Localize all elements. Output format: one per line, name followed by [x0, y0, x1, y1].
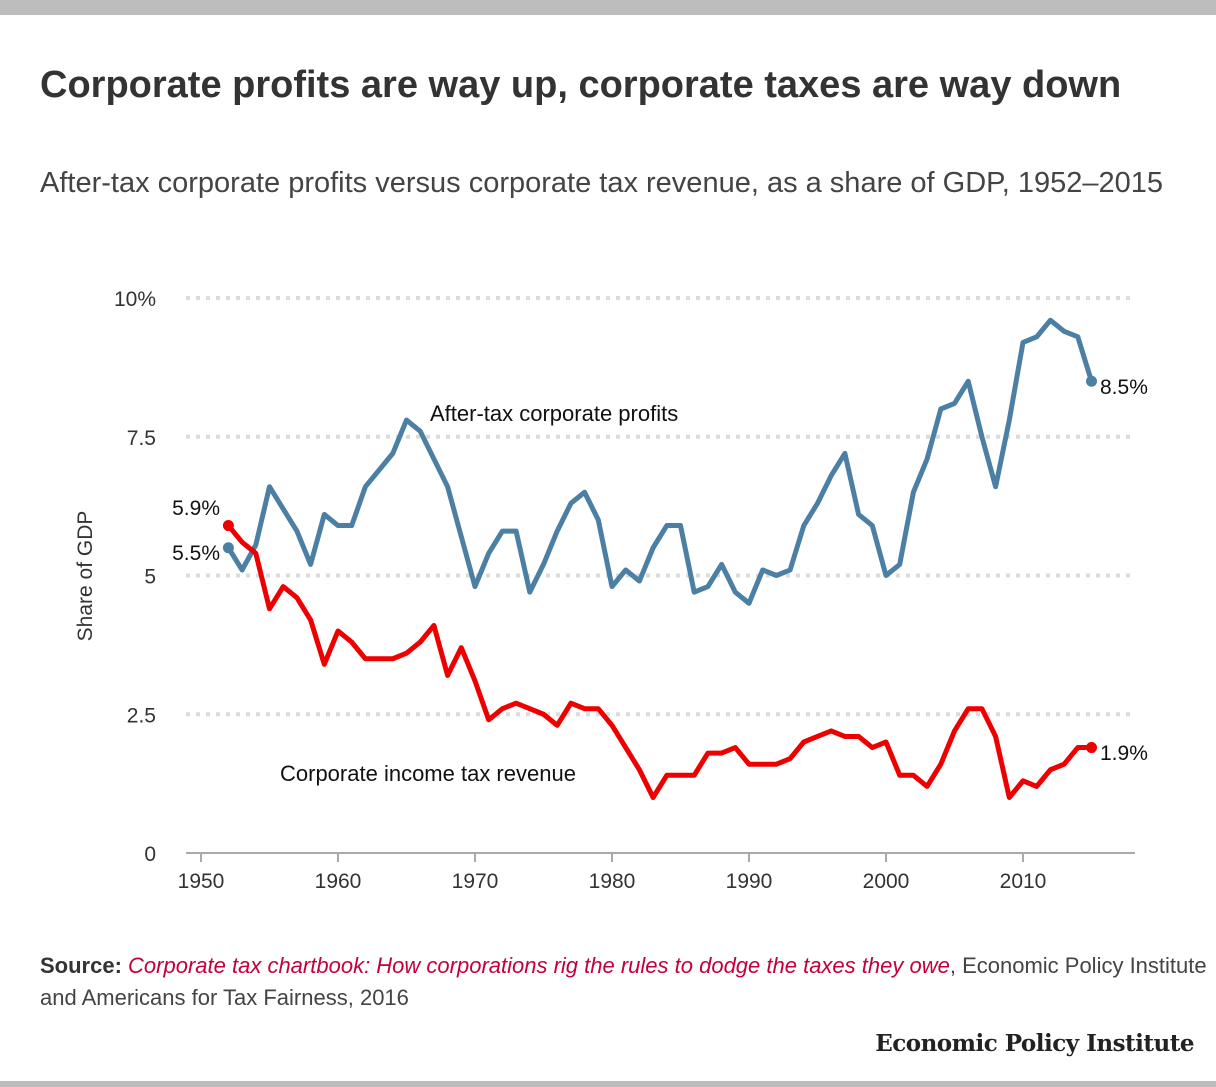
x-tick-label: 1950: [178, 870, 225, 893]
series-line-1: [225, 523, 1094, 800]
y-tick-label: 7.5: [127, 427, 156, 450]
series-start-point: [222, 542, 234, 554]
series-end-point: [1086, 375, 1097, 387]
x-tick-label: 1990: [726, 870, 773, 893]
source-link[interactable]: Corporate tax chartbook: How corporation…: [128, 953, 950, 978]
series-name-label: After-tax corporate profits: [430, 401, 678, 426]
series-start-label: 5.5%: [172, 542, 220, 565]
y-axis-label: Share of GDP: [74, 511, 97, 642]
series-end-label: 1.9%: [1100, 742, 1148, 765]
x-tick-label: 1960: [315, 870, 362, 893]
bottom-bar: [0, 1081, 1216, 1087]
series-start-label: 5.9%: [172, 497, 220, 520]
x-tick-label: 2000: [863, 870, 910, 893]
source-note: Source: Corporate tax chartbook: How cor…: [40, 950, 1216, 1014]
chart-title: Corporate profits are way up, corporate …: [40, 64, 1122, 106]
y-tick-label: 0: [144, 843, 156, 866]
series-line-0: [225, 317, 1094, 606]
series-end-label: 8.5%: [1100, 376, 1148, 399]
source-label: Source:: [40, 953, 122, 978]
series-start-point: [222, 520, 234, 532]
chart-subtitle: After-tax corporate profits versus corpo…: [40, 167, 1164, 199]
series-name-label: Corporate income tax revenue: [280, 761, 576, 786]
y-tick-label: 10%: [114, 288, 156, 311]
line-chart: 0 2.5 5 7.5 10% 1950 1960 1970 1980 1990 2000 2010 S…: [74, 288, 1148, 893]
y-tick-label: 2.5: [127, 704, 156, 727]
source-rest: , Economic Policy Institute and American…: [40, 953, 1207, 1010]
top-bar: [0, 0, 1216, 15]
x-tick-label: 1970: [452, 870, 499, 893]
series-end-point: [1086, 742, 1097, 754]
epi-logo: Economic Policy Institute: [875, 1030, 1194, 1057]
y-tick-label: 5: [144, 566, 156, 589]
x-tick-label: 1980: [589, 870, 636, 893]
x-tick-label: 2010: [1000, 870, 1047, 893]
